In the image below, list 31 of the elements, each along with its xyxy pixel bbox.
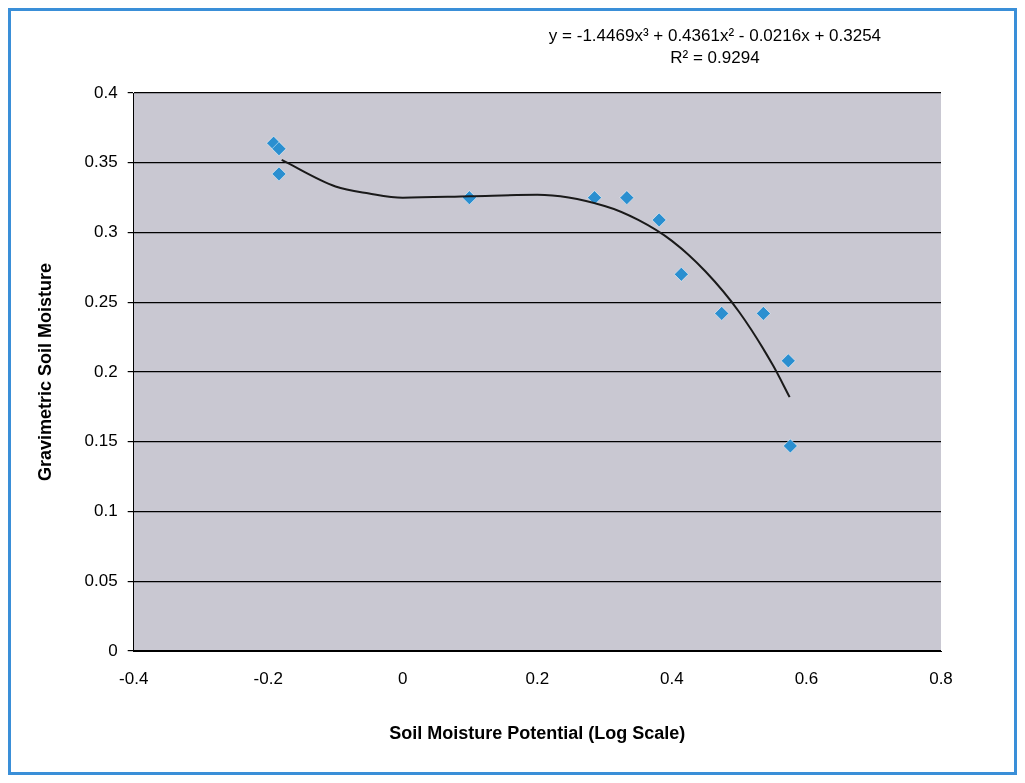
y-tick-label: 0.05 [84, 570, 118, 590]
text: R² = 0.9294 [670, 48, 760, 67]
point [271, 141, 287, 157]
x-tick-label: 0.6 [794, 668, 819, 688]
text: y = -1.4469x³ + 0.4361x² - 0.0216x + 0.3254 [548, 26, 882, 45]
point [756, 306, 771, 321]
point [674, 267, 689, 282]
y-tick-label: 0.2 [94, 361, 118, 381]
y-tick-label: 0.15 [84, 431, 118, 451]
y-tick-label: 0.1 [94, 501, 118, 521]
point [783, 438, 798, 454]
x-tick-label: -0.4 [119, 668, 149, 688]
y-tick-label: 0.4 [94, 82, 118, 102]
x-tick-label: 0.4 [660, 668, 684, 688]
y-tick-label: 0.25 [84, 291, 118, 311]
point [651, 212, 667, 228]
x-tick-label: 0.2 [525, 668, 550, 688]
point [587, 190, 602, 205]
y-tick-label: 0.35 [84, 152, 118, 172]
point [714, 306, 729, 321]
x-tick-label: 0 [398, 668, 408, 688]
x-tick-label: -0.2 [253, 668, 283, 688]
line-series [280, 158, 791, 399]
point [781, 353, 796, 369]
point [619, 190, 635, 205]
y-axis-title: Gravimetric Soil Moisture [34, 262, 55, 482]
point [271, 166, 287, 182]
y-tick-label: 0 [108, 640, 118, 660]
x-axis-title: Soil Moisture Potential (Log Scale) [389, 723, 686, 744]
y-tick-label: 0.3 [94, 222, 118, 242]
x-tick-label: 0.8 [929, 668, 953, 688]
